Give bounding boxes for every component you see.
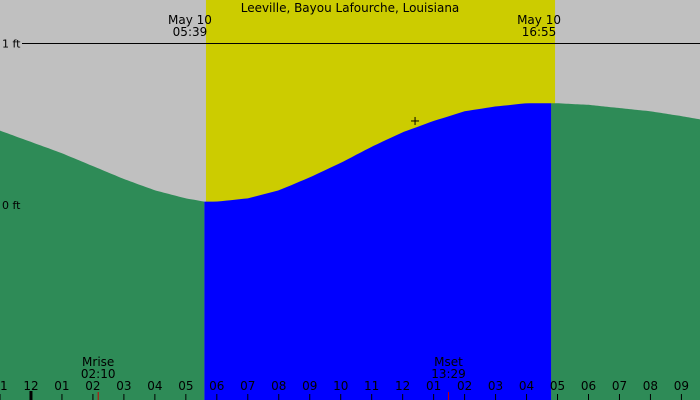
x-tick-label: 11 [0,379,8,393]
x-tick-label: 06 [209,379,224,393]
moonset-label: Mset [434,355,463,369]
x-tick-label: 12 [395,379,410,393]
x-tick-label: 04 [147,379,162,393]
chart-title: Leeville, Bayou Lafourche, Louisiana [241,1,460,15]
y-tick-label: 0 ft [2,199,21,212]
x-tick-label: 03 [488,379,503,393]
x-tick-label: 09 [674,379,689,393]
x-tick-label: 12 [23,379,38,393]
tide-area-falling-3 [551,103,700,400]
sunset-date-label: May 10 [517,13,561,27]
sunrise-date-label: May 10 [168,13,212,27]
x-tick-label: 08 [271,379,286,393]
x-tick-label: 03 [116,379,131,393]
x-tick-label: 08 [643,379,658,393]
x-tick-label: 06 [581,379,596,393]
moonrise-label: Mrise [82,355,114,369]
tide-area-falling-1 [0,130,205,400]
x-tick-label: 11 [364,379,379,393]
x-tick-label: 01 [54,379,69,393]
moonrise-time-label: 02:10 [81,367,116,381]
x-tick-label: 05 [178,379,193,393]
tide-layer [0,103,700,400]
x-tick-label: 02 [85,379,100,393]
x-tick-label: 07 [612,379,627,393]
tide-area-rising-2 [204,103,552,400]
x-tick-label: 02 [457,379,472,393]
x-tick-label: 04 [519,379,534,393]
x-tick-label: 01 [426,379,441,393]
sunrise-time-label: 05:39 [173,25,208,39]
x-tick-label: 05 [550,379,565,393]
x-tick-label: 07 [240,379,255,393]
x-tick-label: 10 [333,379,348,393]
x-tick-label: 09 [302,379,317,393]
moonset-time-label: 13:29 [431,367,466,381]
sunset-time-label: 16:55 [522,25,557,39]
y-tick-label: 1 ft [2,38,21,51]
